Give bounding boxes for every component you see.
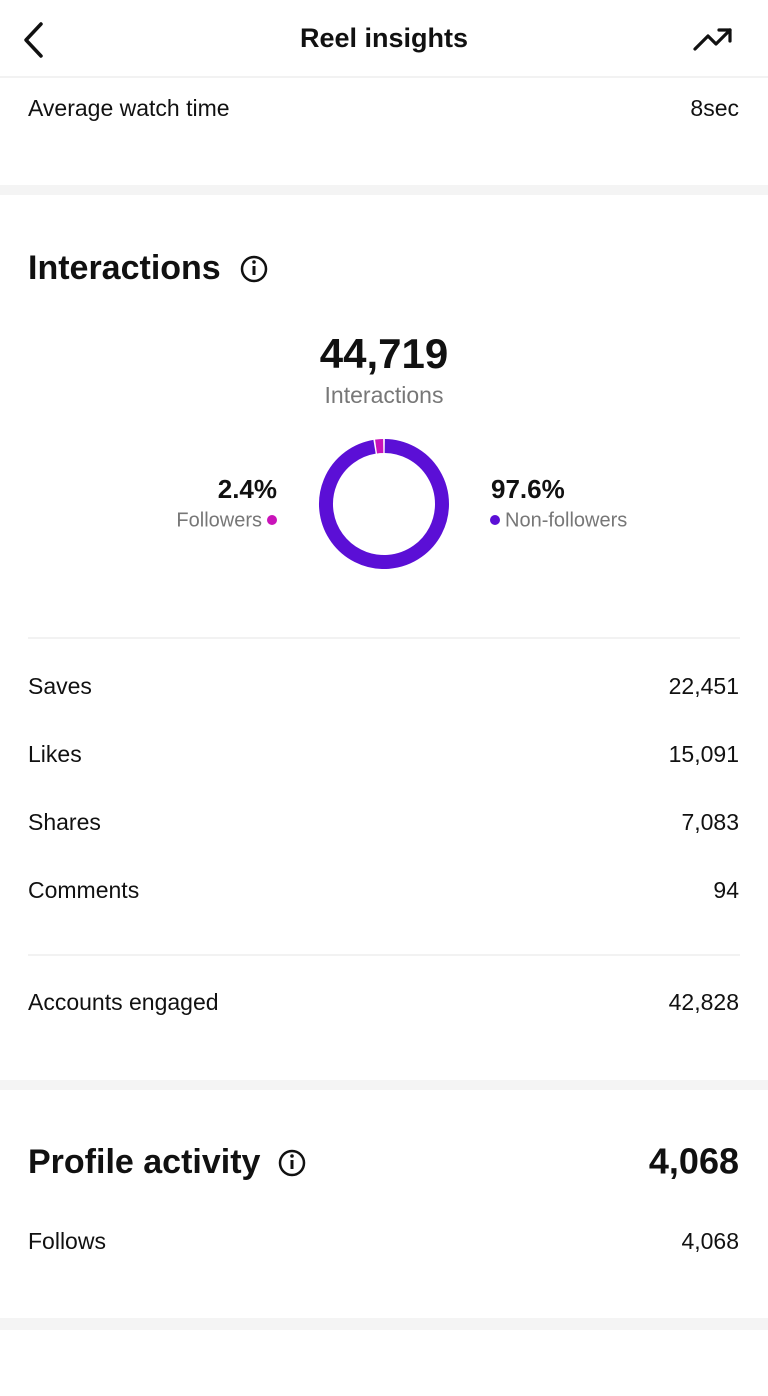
row-label: Comments — [28, 877, 139, 903]
row-label: Follows — [28, 1228, 106, 1254]
row-value: 22,451 — [669, 673, 739, 699]
info-icon[interactable] — [240, 255, 268, 283]
row-value: 7,083 — [681, 809, 739, 835]
row-value: 42,828 — [669, 989, 739, 1015]
page-title: Reel insights — [300, 23, 468, 53]
row-value: 15,091 — [669, 741, 739, 767]
segment-value: 2.4% — [218, 474, 277, 504]
segment-label: Non-followers — [505, 509, 627, 531]
section-title: Interactions — [28, 249, 221, 287]
donut-segment — [319, 439, 449, 569]
donut-segment — [375, 439, 384, 454]
section-gap — [0, 1318, 768, 1330]
section-total: 4,068 — [649, 1141, 739, 1182]
section-title: Profile activity — [28, 1143, 261, 1181]
watch-time-value: 8sec — [690, 95, 739, 121]
row-label: Saves — [28, 673, 92, 699]
row-value: 94 — [713, 877, 739, 903]
legend-dot — [267, 515, 277, 525]
back-button[interactable] — [24, 22, 43, 58]
segment-value: 97.6% — [491, 474, 565, 504]
section-gap — [0, 1080, 768, 1090]
section-gap — [0, 185, 768, 195]
row-label: Shares — [28, 809, 101, 835]
row-label: Accounts engaged — [28, 989, 219, 1015]
trend-button[interactable] — [693, 28, 732, 51]
total: 44,719 — [320, 330, 448, 377]
row-label: Likes — [28, 741, 82, 767]
row-value: 4,068 — [681, 1228, 739, 1254]
info-icon[interactable] — [278, 1149, 306, 1177]
watch-time-label: Average watch time — [28, 95, 230, 121]
total-label: Interactions — [325, 382, 444, 408]
legend-dot — [490, 515, 500, 525]
segment-label: Followers — [176, 509, 262, 531]
